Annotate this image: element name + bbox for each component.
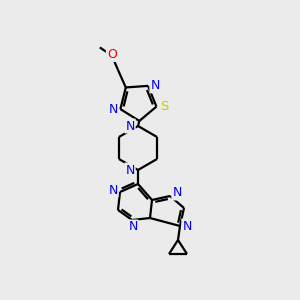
Text: N: N bbox=[150, 80, 160, 92]
Text: N: N bbox=[125, 164, 135, 176]
Text: O: O bbox=[107, 48, 117, 61]
Text: S: S bbox=[160, 100, 169, 113]
Text: N: N bbox=[108, 184, 118, 196]
Text: N: N bbox=[125, 119, 135, 133]
Text: N: N bbox=[182, 220, 192, 232]
Text: N: N bbox=[128, 220, 138, 233]
Text: N: N bbox=[109, 103, 118, 116]
Text: N: N bbox=[172, 187, 182, 200]
